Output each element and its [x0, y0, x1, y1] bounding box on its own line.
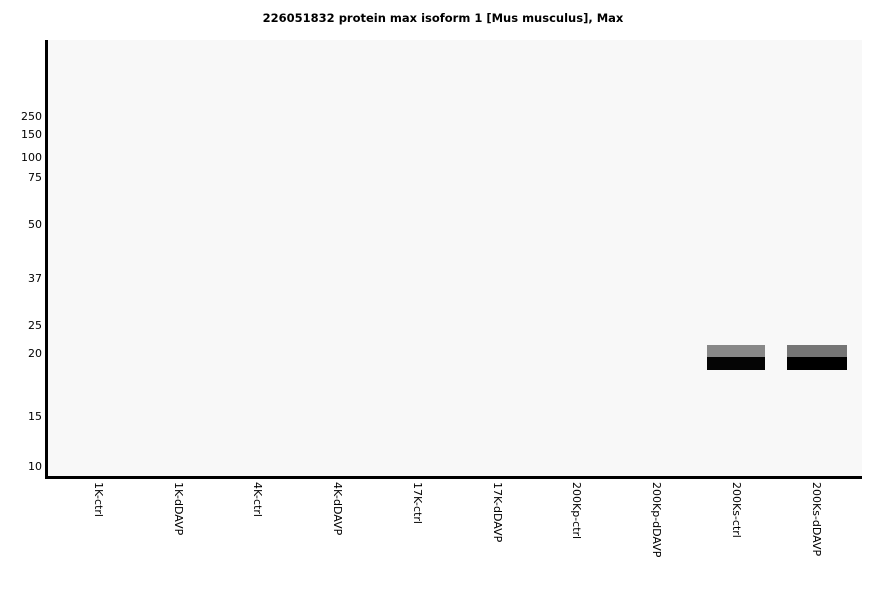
y-tick-label: 10 — [28, 460, 42, 473]
figure-title: 226051832 protein max isoform 1 [Mus mus… — [262, 11, 624, 25]
protein-band — [787, 345, 847, 370]
protein-band-lower — [707, 357, 765, 370]
y-tick-label: 50 — [28, 218, 42, 231]
y-tick-label: 37 — [28, 272, 42, 285]
blot-plot-area — [48, 40, 862, 478]
protein-band-lower — [787, 357, 847, 370]
protein-band-upper — [707, 345, 765, 357]
protein-band-upper — [787, 345, 847, 357]
y-tick-label: 250 — [21, 110, 42, 123]
x-tick-label: 1K-ctrl — [92, 482, 105, 517]
x-tick-label: 200Ks-ctrl — [730, 482, 743, 538]
y-tick-label: 75 — [28, 171, 42, 184]
x-tick-label: 4K-ctrl — [251, 482, 264, 517]
x-tick-label: 200Kp-dDAVP — [650, 482, 663, 558]
x-tick-label: 17K-dDAVP — [491, 482, 504, 543]
y-axis-spine — [45, 40, 48, 478]
y-tick-label: 100 — [21, 151, 42, 164]
x-tick-label: 4K-dDAVP — [331, 482, 344, 536]
y-tick-label: 150 — [21, 128, 42, 141]
x-tick-label: 200Ks-dDAVP — [810, 482, 823, 557]
x-tick-label: 200Kp-ctrl — [570, 482, 583, 540]
y-axis-tick-labels: 250 150 100 75 50 37 25 20 15 10 — [0, 0, 45, 595]
x-tick-label: 1K-dDAVP — [172, 482, 185, 536]
y-tick-label: 15 — [28, 410, 42, 423]
x-tick-label: 17K-ctrl — [411, 482, 424, 524]
protein-band — [707, 345, 765, 370]
x-axis-spine — [45, 476, 862, 479]
y-tick-label: 25 — [28, 319, 42, 332]
y-tick-label: 20 — [28, 347, 42, 360]
